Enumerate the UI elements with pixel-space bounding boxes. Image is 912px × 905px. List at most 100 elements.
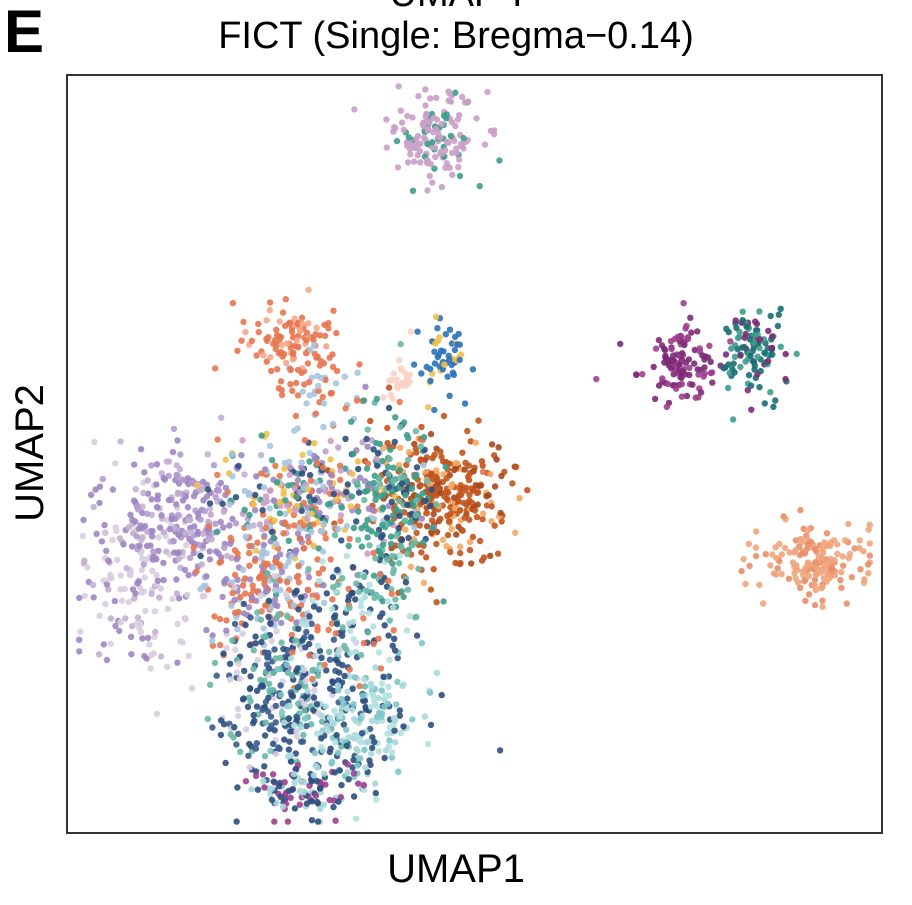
scatter-point [188,685,196,692]
scatter-point [157,653,165,660]
scatter-point [344,695,351,702]
scatter-point [723,325,730,332]
scatter-point [650,363,657,371]
scatter-point [397,107,404,114]
scatter-point [481,141,489,148]
scatter-point [424,127,432,134]
scatter-point [144,490,152,497]
scatter-point [174,472,181,479]
scatter-point [354,503,361,510]
scatter-point [303,621,310,628]
scatter-point [271,517,278,524]
scatter-point [173,590,181,597]
scatter-point [750,358,758,366]
scatter-point [268,457,276,464]
scatter-point [251,557,259,564]
scatter-point [433,467,440,474]
scatter-point [265,694,272,702]
scatter-point [305,538,312,546]
scatter-point [433,540,440,548]
scatter-point [344,688,351,695]
scatter-point [253,473,260,480]
scatter-point [455,330,462,338]
scatter-point [420,539,427,546]
scatter-point [311,496,318,504]
scatter-point [160,474,167,482]
scatter-point [804,545,811,552]
scatter-point [281,459,289,467]
scatter-point [234,705,242,713]
scatter-point [333,495,340,502]
scatter-point [299,637,306,644]
scatter-point [212,493,219,501]
scatter-point [423,157,430,165]
scatter-point [287,381,294,388]
scatter-point [362,764,369,771]
scatter-point [137,446,145,453]
scatter-point [328,389,336,397]
scatter-point [263,335,270,343]
scatter-point [248,786,255,793]
scatter-point [151,608,158,615]
scatter-point [223,617,230,624]
scatter-point [384,597,392,605]
scatter-point [432,153,439,161]
scatter-point [411,539,419,546]
scatter-point [306,471,314,479]
scatter-point [745,540,752,548]
scatter-point [382,747,390,754]
scatter-point [845,520,852,528]
scatter-point [207,681,214,688]
scatter-point [372,664,379,671]
scatter-point [366,542,373,549]
scatter-point [731,353,739,360]
scatter-point [258,555,265,562]
scatter-point [293,619,300,626]
scatter-point [278,568,286,576]
scatter-point [344,481,351,488]
scatter-point [266,306,273,314]
scatter-point [91,438,98,446]
scatter-point [305,286,312,293]
scatter-point [484,88,491,96]
scatter-point [281,779,288,786]
scatter-point [329,679,337,686]
scatter-point [349,685,356,693]
scatter-point [306,392,313,399]
scatter-point [305,574,313,581]
scatter-point [416,522,423,529]
scatter-point [272,655,280,662]
scatter-point [841,537,849,544]
scatter-point [754,371,761,378]
scatter-point [410,361,418,368]
scatter-point [495,444,502,451]
scatter-point [103,656,111,664]
scatter-point [396,497,403,505]
scatter-point [250,647,257,654]
scatter-point [289,786,297,793]
scatter-point [273,799,280,806]
scatter-point [289,387,296,394]
scatter-point [424,740,432,748]
scatter-point [295,562,302,569]
scatter-point [277,793,284,801]
scatter-point [396,552,403,559]
scatter-point [425,404,432,411]
scatter-point [231,620,239,628]
scatter-point [252,772,260,780]
scatter-point [168,515,175,523]
scatter-point [701,364,708,371]
scatter-point [442,331,449,338]
scatter-point [303,515,311,522]
scatter-point [436,334,443,341]
scatter-point [274,602,281,610]
scatter-point [443,475,450,482]
scatter-point [496,157,503,164]
scatter-point [676,361,683,368]
scatter-point [491,483,499,490]
scatter-point [761,349,768,356]
scatter-point [261,677,268,684]
scatter-point [593,375,600,383]
scatter-point [376,440,384,448]
scatter-point [450,371,458,379]
